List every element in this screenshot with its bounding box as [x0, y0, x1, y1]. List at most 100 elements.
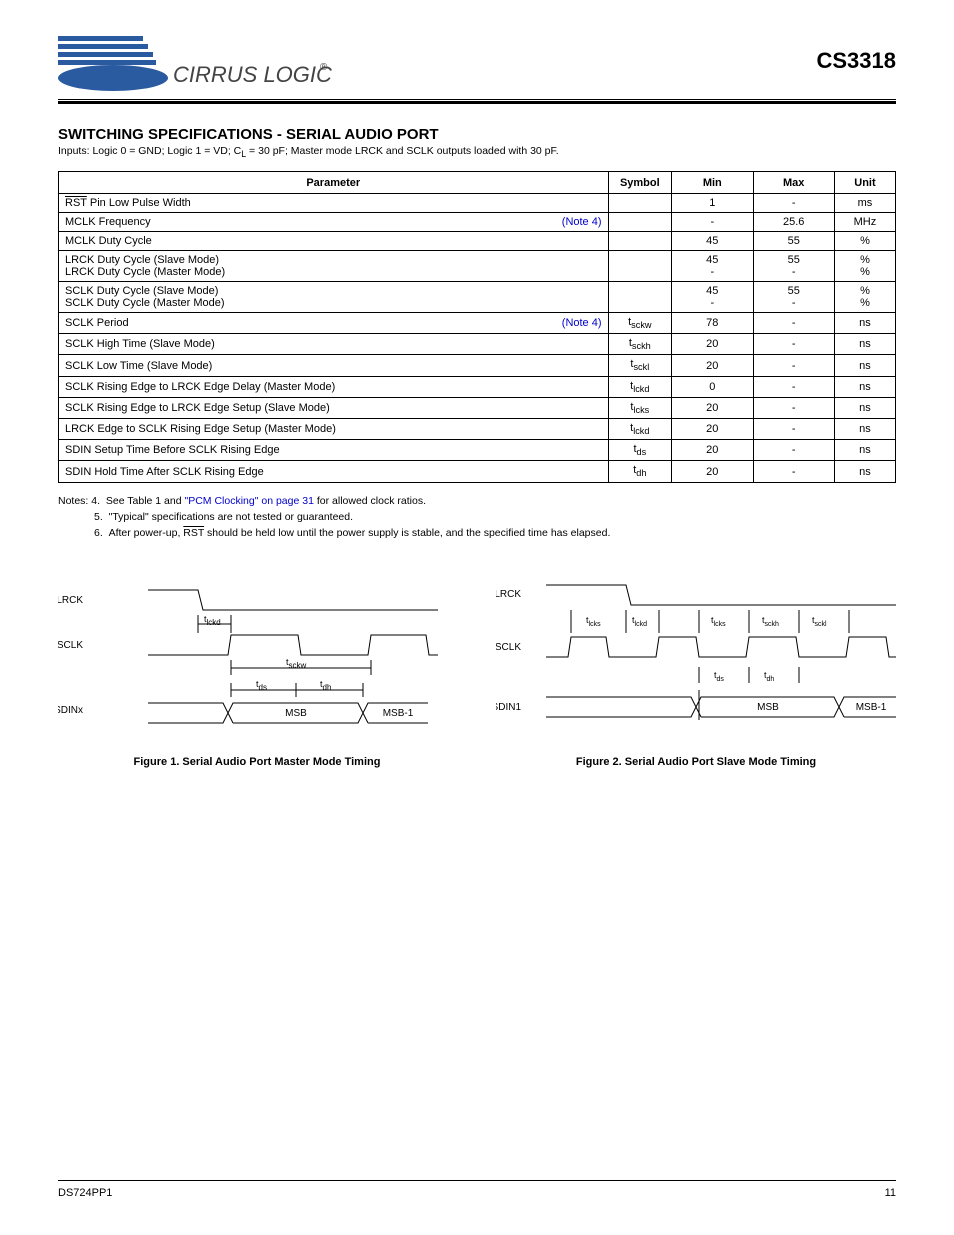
cell-max: -: [753, 334, 834, 355]
cell-param: RST Pin Low Pulse Width: [59, 194, 609, 213]
cell-sym: [608, 282, 672, 313]
footer: DS724PP1 11: [58, 1180, 896, 1199]
cell-min: 20: [672, 419, 753, 440]
cell-unit: ns: [834, 461, 895, 482]
svg-text:MSB: MSB: [285, 708, 307, 719]
section-title: SWITCHING SPECIFICATIONS - SERIAL AUDIO …: [58, 126, 896, 143]
cell-max: -: [753, 355, 834, 376]
cell-unit: %%: [834, 282, 895, 313]
note-link[interactable]: "PCM Clocking" on page 31: [184, 495, 313, 507]
cell-min: 45-: [672, 282, 753, 313]
cell-max: -: [753, 419, 834, 440]
hdr-symbol: Symbol: [608, 172, 672, 194]
page-number: 11: [885, 1187, 896, 1199]
svg-text:tds: tds: [714, 670, 724, 683]
cell-param: MCLK Duty Cycle: [59, 232, 609, 251]
cell-max: 55-: [753, 282, 834, 313]
cell-unit: ns: [834, 440, 895, 461]
table-row: RST Pin Low Pulse Width 1-ms: [59, 194, 896, 213]
cell-min: 1: [672, 194, 753, 213]
cell-sym: tdh: [608, 461, 672, 482]
spec-table: Parameter Symbol Min Max Unit RST Pin Lo…: [58, 171, 896, 483]
cell-param: SCLK High Time (Slave Mode): [59, 334, 609, 355]
cell-max: 55: [753, 232, 834, 251]
svg-text:®: ®: [320, 62, 328, 73]
cell-min: 78: [672, 313, 753, 334]
cell-unit: ns: [834, 419, 895, 440]
figures: LRCK SCLK tlckd tsckw SDINx MSB MSB: [58, 575, 896, 768]
svg-text:tlcks: tlcks: [711, 615, 726, 628]
svg-text:tdh: tdh: [320, 679, 331, 692]
cell-sym: tlckd: [608, 419, 672, 440]
cirrus-logic-logo: CIRRUS LOGIC ®: [58, 28, 333, 93]
cell-param: SCLK Period(Note 4): [59, 313, 609, 334]
cell-min: 20: [672, 440, 753, 461]
cell-unit: %: [834, 232, 895, 251]
cell-max: -: [753, 194, 834, 213]
svg-text:tds: tds: [256, 679, 267, 692]
cell-param: SCLK Rising Edge to LRCK Edge Delay (Mas…: [59, 376, 609, 397]
table-row: SCLK Rising Edge to LRCK Edge Delay (Mas…: [59, 376, 896, 397]
table-row: MCLK Frequency(Note 4)-25.6MHz: [59, 213, 896, 232]
cell-sym: tlcks: [608, 397, 672, 418]
note-4: Notes: 4. See Table 1 and "PCM Clocking"…: [58, 495, 896, 507]
svg-text:MSB-1: MSB-1: [383, 708, 414, 719]
svg-text:tsckl: tsckl: [812, 615, 827, 628]
svg-text:MSB-1: MSB-1: [856, 702, 887, 713]
cell-param: LRCK Duty Cycle (Slave Mode)LRCK Duty Cy…: [59, 251, 609, 282]
table-header-row: Parameter Symbol Min Max Unit: [59, 172, 896, 194]
cell-max: 25.6: [753, 213, 834, 232]
svg-text:tlckd: tlckd: [204, 614, 221, 627]
cell-unit: ns: [834, 376, 895, 397]
cell-unit: ns: [834, 313, 895, 334]
table-row: SDIN Setup Time Before SCLK Rising Edget…: [59, 440, 896, 461]
cell-param: SDIN Hold Time After SCLK Rising Edge: [59, 461, 609, 482]
cell-max: 55-: [753, 251, 834, 282]
svg-text:SCLK: SCLK: [58, 640, 83, 651]
svg-text:SDINx: SDINx: [58, 705, 83, 716]
svg-text:LRCK: LRCK: [496, 589, 521, 600]
figure-1: LRCK SCLK tlckd tsckw SDINx MSB MSB: [58, 575, 456, 768]
figure-1-caption: Figure 1. Serial Audio Port Master Mode …: [58, 756, 456, 768]
cell-max: -: [753, 397, 834, 418]
cell-sym: tlckd: [608, 376, 672, 397]
cell-min: 20: [672, 397, 753, 418]
cell-unit: ms: [834, 194, 895, 213]
notes: Notes: 4. See Table 1 and "PCM Clocking"…: [58, 495, 896, 539]
cell-sym: [608, 251, 672, 282]
cell-min: -: [672, 213, 753, 232]
note-6: 6. After power-up, RST should be held lo…: [94, 527, 896, 539]
svg-text:SDIN1: SDIN1: [496, 702, 521, 713]
svg-text:SCLK: SCLK: [496, 642, 521, 653]
cell-min: 20: [672, 334, 753, 355]
cell-max: -: [753, 313, 834, 334]
svg-text:tdh: tdh: [764, 670, 774, 683]
cell-unit: %%: [834, 251, 895, 282]
figure-2-caption: Figure 2. Serial Audio Port Slave Mode T…: [496, 756, 896, 768]
table-row: LRCK Edge to SCLK Rising Edge Setup (Mas…: [59, 419, 896, 440]
cell-param: SDIN Setup Time Before SCLK Rising Edge: [59, 440, 609, 461]
svg-text:MSB: MSB: [757, 702, 779, 713]
logo-text: CIRRUS LOGIC: [173, 62, 332, 87]
cell-unit: ns: [834, 355, 895, 376]
cell-unit: ns: [834, 397, 895, 418]
doc-id: DS724PP1: [58, 1187, 112, 1199]
svg-text:tlcks: tlcks: [586, 615, 601, 628]
cell-sym: [608, 213, 672, 232]
svg-text:LRCK: LRCK: [58, 595, 83, 606]
header: CIRRUS LOGIC ® CS3318: [58, 28, 896, 93]
cell-sym: tds: [608, 440, 672, 461]
table-row: SCLK Rising Edge to LRCK Edge Setup (Sla…: [59, 397, 896, 418]
table-row: SCLK Low Time (Slave Mode)tsckl20-ns: [59, 355, 896, 376]
cond-prefix: Inputs: Logic 0 = GND; Logic 1 = VD; C: [58, 145, 241, 157]
part-number: CS3318: [816, 48, 896, 74]
cell-sym: [608, 194, 672, 213]
note-5: 5. "Typical" specifications are not test…: [94, 511, 896, 523]
svg-text:tsckh: tsckh: [762, 615, 779, 628]
table-row: SCLK High Time (Slave Mode)tsckh20-ns: [59, 334, 896, 355]
cell-max: -: [753, 440, 834, 461]
cell-unit: ns: [834, 334, 895, 355]
cell-param: SCLK Duty Cycle (Slave Mode)SCLK Duty Cy…: [59, 282, 609, 313]
cell-sym: tsckh: [608, 334, 672, 355]
cell-sym: tsckw: [608, 313, 672, 334]
